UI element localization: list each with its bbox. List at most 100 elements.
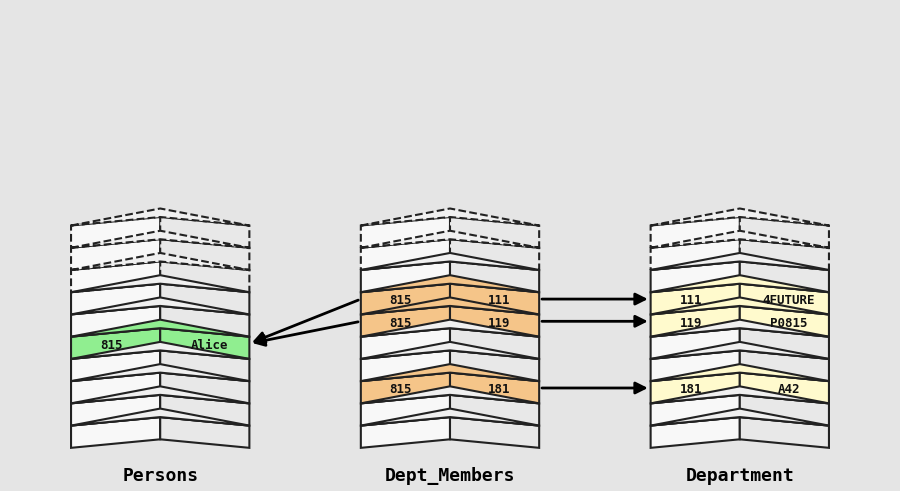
Polygon shape — [361, 364, 539, 381]
Polygon shape — [71, 262, 160, 292]
Text: 119: 119 — [488, 317, 510, 329]
Polygon shape — [651, 239, 740, 270]
Polygon shape — [71, 306, 160, 337]
Polygon shape — [361, 395, 450, 426]
Polygon shape — [361, 239, 450, 270]
Polygon shape — [361, 306, 450, 337]
Polygon shape — [450, 306, 539, 337]
Polygon shape — [71, 342, 249, 359]
Text: P0815: P0815 — [770, 317, 807, 329]
Polygon shape — [450, 284, 539, 314]
Polygon shape — [361, 284, 450, 314]
Polygon shape — [361, 409, 539, 426]
Polygon shape — [651, 328, 740, 359]
Polygon shape — [740, 328, 829, 359]
Polygon shape — [450, 239, 539, 270]
Polygon shape — [160, 417, 249, 448]
Text: 181: 181 — [680, 383, 702, 396]
Polygon shape — [71, 364, 249, 381]
Polygon shape — [651, 298, 829, 314]
Polygon shape — [651, 284, 740, 314]
Polygon shape — [651, 373, 740, 404]
Polygon shape — [71, 417, 160, 448]
Polygon shape — [361, 373, 450, 404]
Text: 4FUTURE: 4FUTURE — [762, 294, 815, 307]
Polygon shape — [71, 351, 160, 381]
Polygon shape — [740, 373, 829, 404]
Polygon shape — [651, 306, 740, 337]
Polygon shape — [71, 275, 249, 292]
Polygon shape — [361, 231, 539, 248]
Text: Department: Department — [686, 467, 794, 485]
Text: Persons: Persons — [122, 467, 198, 485]
Text: 815: 815 — [390, 294, 412, 307]
Polygon shape — [651, 320, 829, 337]
Polygon shape — [740, 239, 829, 270]
Polygon shape — [71, 209, 249, 225]
Polygon shape — [361, 351, 450, 381]
Polygon shape — [71, 231, 249, 248]
Polygon shape — [651, 342, 829, 359]
Polygon shape — [361, 275, 539, 292]
Text: 815: 815 — [100, 339, 122, 352]
Polygon shape — [71, 386, 249, 404]
Polygon shape — [71, 239, 160, 270]
Polygon shape — [361, 217, 450, 248]
Polygon shape — [160, 306, 249, 337]
Polygon shape — [450, 417, 539, 448]
Polygon shape — [71, 409, 249, 426]
Polygon shape — [361, 298, 539, 314]
Polygon shape — [450, 351, 539, 381]
Text: 119: 119 — [680, 317, 702, 329]
Text: 815: 815 — [390, 317, 412, 329]
Polygon shape — [361, 320, 539, 337]
Polygon shape — [740, 351, 829, 381]
Polygon shape — [651, 231, 829, 248]
Polygon shape — [450, 373, 539, 404]
Polygon shape — [160, 328, 249, 359]
Polygon shape — [160, 373, 249, 404]
Polygon shape — [651, 217, 740, 248]
Polygon shape — [651, 409, 829, 426]
Text: Dept_Members: Dept_Members — [385, 467, 515, 485]
Polygon shape — [740, 395, 829, 426]
Polygon shape — [160, 217, 249, 248]
Polygon shape — [651, 395, 740, 426]
Polygon shape — [71, 328, 160, 359]
Polygon shape — [71, 217, 160, 248]
Polygon shape — [651, 351, 740, 381]
Polygon shape — [450, 262, 539, 292]
Polygon shape — [71, 284, 160, 314]
Polygon shape — [361, 328, 450, 359]
Polygon shape — [740, 262, 829, 292]
Polygon shape — [71, 298, 249, 314]
Polygon shape — [160, 395, 249, 426]
Polygon shape — [71, 320, 249, 337]
Text: 181: 181 — [488, 383, 510, 396]
Polygon shape — [71, 253, 249, 270]
Text: 111: 111 — [680, 294, 702, 307]
Polygon shape — [651, 209, 829, 225]
Polygon shape — [160, 284, 249, 314]
Polygon shape — [450, 395, 539, 426]
Polygon shape — [361, 417, 450, 448]
Polygon shape — [160, 351, 249, 381]
Polygon shape — [361, 342, 539, 359]
Text: 815: 815 — [390, 383, 412, 396]
Polygon shape — [740, 217, 829, 248]
Polygon shape — [361, 209, 539, 225]
Polygon shape — [361, 386, 539, 404]
Polygon shape — [361, 262, 450, 292]
Polygon shape — [71, 373, 160, 404]
Polygon shape — [740, 284, 829, 314]
Polygon shape — [160, 262, 249, 292]
Polygon shape — [361, 253, 539, 270]
Polygon shape — [651, 417, 740, 448]
Polygon shape — [651, 275, 829, 292]
Polygon shape — [450, 328, 539, 359]
Polygon shape — [740, 306, 829, 337]
Polygon shape — [740, 417, 829, 448]
Polygon shape — [651, 386, 829, 404]
Polygon shape — [71, 395, 160, 426]
Text: A42: A42 — [778, 383, 800, 396]
